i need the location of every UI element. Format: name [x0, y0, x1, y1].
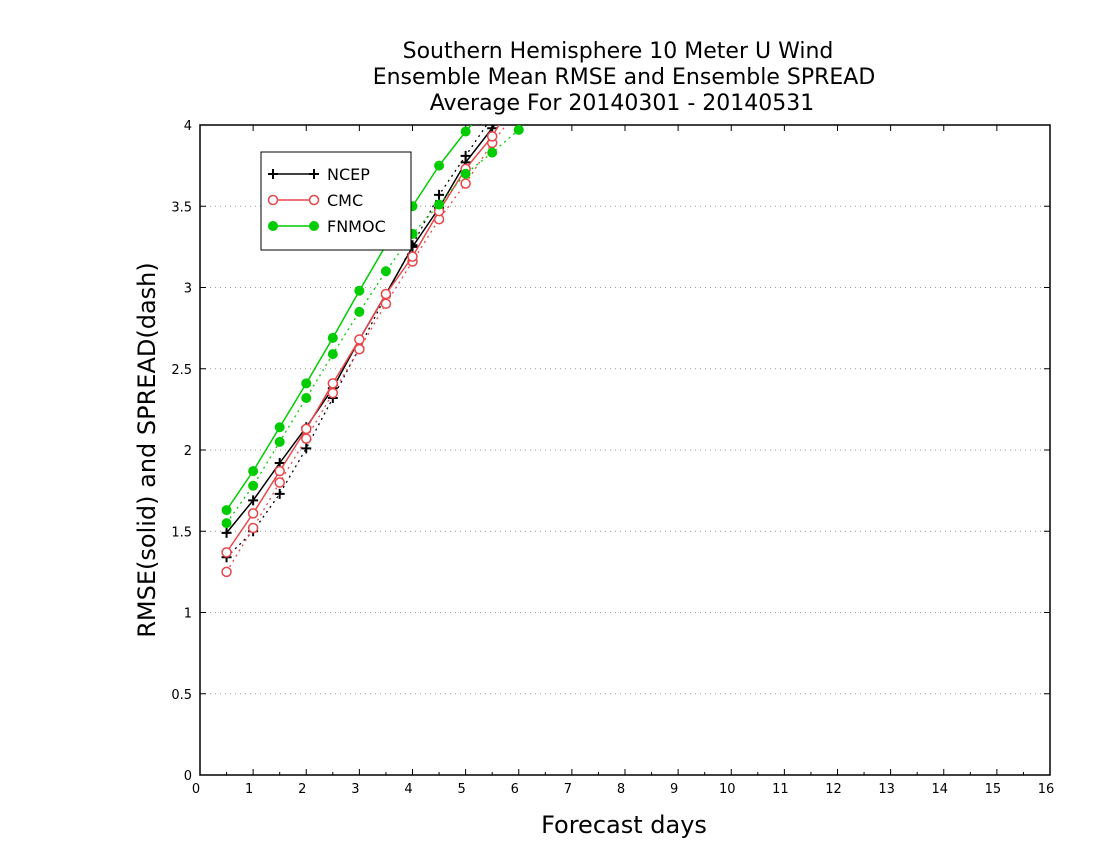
x-axis-label: Forecast days [541, 811, 707, 839]
fnmoc-spread-point-4 [327, 349, 338, 360]
cmc-rmse-point-2 [274, 465, 285, 477]
ncep-spread-point-3 [301, 443, 312, 454]
x-tick-label-8: 8 [617, 782, 625, 797]
y-tick-label-1: 0.5 [171, 688, 192, 703]
legend-marker-start-cmc [267, 194, 279, 206]
y-tick-label-6: 3 [184, 282, 192, 297]
fnmoc-rmse-point-5 [354, 285, 365, 296]
x-tick-label-12: 12 [825, 782, 842, 797]
cmc-rmse-point-3 [301, 423, 312, 435]
cmc-spread-point-9 [460, 178, 471, 189]
y-axis-label: RMSE(solid) and SPREAD(dash) [133, 262, 161, 638]
cmc-rmse-point-4 [327, 378, 339, 389]
cmc-spread-point-3 [301, 433, 312, 444]
x-tick-label-4: 4 [404, 782, 412, 797]
fnmoc-rmse-point-0 [221, 505, 232, 516]
title-line-1: Southern Hemisphere 10 Meter U Wind [403, 39, 834, 64]
axes: 0 1 2 3 4 5 6 7 8 9 10 11 12 13 14 15 1600.511.522.533.5… [171, 119, 1054, 797]
x-tick-label-3: 3 [351, 782, 359, 797]
fnmoc-spread-point-1 [248, 480, 259, 491]
series [221, 125, 524, 578]
cmc-rmse-point-10 [486, 131, 498, 142]
fnmoc-rmse-point-3 [301, 378, 312, 389]
y-tick-label-8: 4 [184, 119, 192, 134]
cmc-spread-point-0 [221, 566, 232, 578]
title-line-3: Average For 20140301 - 20140531 [430, 91, 815, 116]
fnmoc-rmse-point-9 [460, 126, 471, 137]
cmc-spread-point-2 [274, 477, 285, 488]
ncep-spread-point-8 [434, 189, 445, 200]
ncep-rmse-point-0 [221, 527, 232, 538]
x-tick-label-6: 6 [511, 782, 519, 797]
fnmoc-spread-point-10 [487, 147, 498, 158]
x-tick-label-2: 2 [298, 782, 306, 797]
grid [200, 205, 1050, 695]
legend-marker-start-fnmoc [268, 221, 278, 231]
cmc-rmse-point-0 [221, 547, 232, 558]
x-tick-label-13: 13 [878, 782, 895, 797]
title-line-2: Ensemble Mean RMSE and Ensemble SPREAD [373, 65, 876, 90]
legend-label-cmc: CMC [327, 191, 363, 210]
cmc-rmse-line [225, 125, 500, 553]
legend: NCEP CMC FNMOC [260, 151, 412, 251]
cmc-rmse-point-1 [247, 508, 259, 519]
plot-area [221, 125, 524, 578]
fnmoc-spread-point-0 [221, 518, 232, 529]
cmc-rmse-point-6 [380, 288, 392, 300]
x-tick-label-11: 11 [772, 782, 789, 797]
fnmoc-rmse-point-8 [434, 160, 445, 171]
x-tick-label-10: 10 [719, 782, 736, 797]
fnmoc-rmse-point-1 [248, 466, 259, 477]
fnmoc-spread-point-3 [301, 393, 312, 403]
y-tick-label-7: 3.5 [171, 200, 192, 215]
cmc-rmse-point-7 [407, 251, 418, 262]
chart-title: Southern Hemisphere 10 Meter U Wind Ense… [373, 39, 876, 116]
x-tick-label-1: 1 [245, 782, 253, 797]
cmc-rmse-point-5 [354, 334, 365, 345]
fnmoc-spread-point-9 [460, 168, 471, 179]
y-tick-label-0: 0 [184, 769, 192, 784]
fnmoc-rmse-point-4 [327, 332, 338, 343]
legend-box [260, 151, 412, 251]
cmc-spread-point-1 [247, 522, 259, 534]
ncep-spread-point-2 [274, 488, 285, 499]
x-tick-label-0: 0 [192, 782, 200, 797]
legend-marker-end-fnmoc [309, 221, 319, 231]
fnmoc-rmse-point-2 [274, 422, 285, 433]
fnmoc-spread-point-6 [380, 266, 391, 277]
y-tick-label-3: 1.5 [171, 525, 192, 540]
fnmoc-spread-point-8 [434, 199, 445, 210]
x-tick-label-16: 16 [1038, 782, 1055, 797]
legend-label-fnmoc: FNMOC [327, 217, 386, 236]
legend-marker-end-ncep [309, 169, 319, 179]
x-tick-label-15: 15 [985, 782, 1002, 797]
fnmoc-spread-point-5 [354, 306, 365, 317]
x-tick-label-14: 14 [931, 782, 948, 797]
x-tick-label-7: 7 [564, 782, 572, 797]
x-tick-label-9: 9 [670, 782, 678, 797]
y-tick-label-2: 1 [184, 607, 192, 622]
ncep-rmse-point-1 [248, 495, 259, 506]
legend-marker-end-cmc [308, 194, 320, 206]
fnmoc-spread-point-11 [513, 125, 524, 135]
y-tick-label-5: 2.5 [171, 363, 192, 378]
fnmoc-spread-point-2 [274, 436, 285, 447]
legend-label-ncep: NCEP [327, 165, 370, 184]
x-tick-label-5: 5 [457, 782, 465, 797]
y-tick-label-4: 2 [184, 444, 192, 459]
legend-marker-start-ncep [268, 169, 278, 179]
